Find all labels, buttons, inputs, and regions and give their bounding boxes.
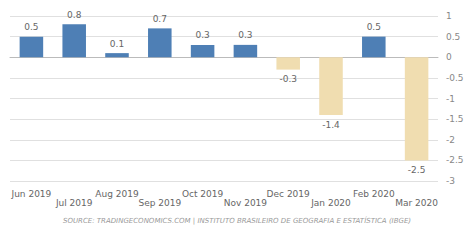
svg-text:Dec 2019: Dec 2019 [267, 189, 310, 199]
svg-text:SOURCE: TRADINGECONOMICS.COM |: SOURCE: TRADINGECONOMICS.COM | INSTITUTO… [63, 216, 411, 225]
svg-text:-2: -2 [446, 135, 455, 145]
svg-text:0.3: 0.3 [238, 30, 252, 40]
svg-text:0.5: 0.5 [446, 32, 460, 42]
svg-text:0.5: 0.5 [24, 22, 38, 32]
svg-text:1: 1 [446, 11, 452, 21]
svg-text:0: 0 [446, 52, 452, 62]
svg-text:0.7: 0.7 [153, 14, 167, 24]
svg-text:Sep 2019: Sep 2019 [138, 198, 181, 208]
svg-text:-1.5: -1.5 [446, 114, 464, 124]
svg-text:0.8: 0.8 [67, 10, 82, 20]
svg-text:0.3: 0.3 [195, 30, 209, 40]
svg-text:0.5: 0.5 [367, 22, 381, 32]
svg-text:-0.3: -0.3 [279, 74, 297, 84]
svg-text:-2.5: -2.5 [446, 155, 464, 165]
svg-text:Jul 2019: Jul 2019 [55, 198, 93, 208]
svg-text:Jan 2020: Jan 2020 [310, 198, 351, 208]
svg-text:Aug 2019: Aug 2019 [95, 189, 139, 199]
svg-text:-1.4: -1.4 [322, 120, 340, 130]
svg-text:Jun 2019: Jun 2019 [10, 189, 51, 199]
svg-text:-3: -3 [446, 176, 455, 186]
svg-text:-0.5: -0.5 [446, 73, 464, 83]
svg-text:Oct 2019: Oct 2019 [182, 189, 224, 199]
svg-text:Feb 2020: Feb 2020 [353, 189, 395, 199]
svg-text:0.1: 0.1 [110, 39, 124, 49]
svg-text:-2.5: -2.5 [408, 165, 426, 175]
svg-text:Mar 2020: Mar 2020 [395, 198, 438, 208]
svg-text:-1: -1 [446, 94, 455, 104]
svg-text:Nov 2019: Nov 2019 [224, 198, 268, 208]
